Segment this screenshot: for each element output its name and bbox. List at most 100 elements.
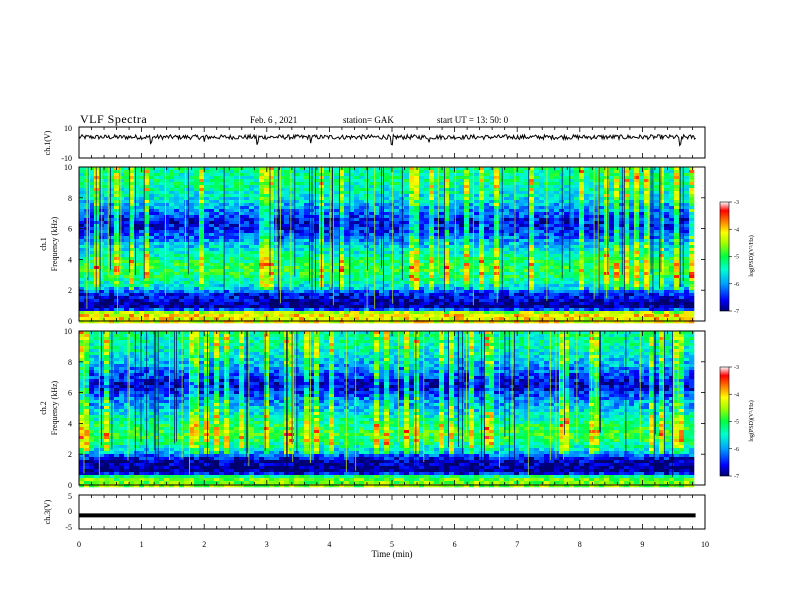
spectrogram-cell [244, 242, 250, 246]
spectrogram-cell [114, 221, 120, 225]
spectrogram-cell [534, 260, 540, 264]
spectrogram-cell [494, 257, 500, 261]
spectrogram-cell [494, 227, 500, 231]
spectrogram-cell [444, 257, 450, 261]
spectrogram-cell [444, 242, 450, 246]
spectrogram-cell [509, 254, 515, 258]
spectrogram-cell [444, 302, 450, 306]
spectrogram-cell [104, 257, 110, 261]
spectrogram-cell [524, 215, 530, 219]
spectrogram-cell [509, 305, 515, 309]
spectrogram-cell [479, 176, 485, 180]
spectrogram-cell [299, 269, 305, 273]
spectrogram-cell [359, 176, 365, 180]
spectrogram-cell [474, 179, 480, 183]
spectrogram-cell [249, 179, 255, 183]
spectrogram-cell [79, 233, 85, 237]
spectrogram-cell [529, 296, 535, 300]
spectrogram-cell [199, 203, 205, 207]
spectrogram-cell [199, 197, 205, 201]
spectrogram-cell [144, 227, 150, 231]
spectrogram-cell [244, 248, 250, 252]
spectrogram-cell [469, 317, 475, 321]
spectrogram-cell [379, 290, 385, 294]
spectrogram-cell [404, 266, 410, 270]
spectrogram-cell [549, 299, 555, 303]
spectrogram-cell [524, 167, 530, 171]
spectrogram-cell [389, 248, 395, 252]
spectrogram-cell [274, 173, 280, 177]
spectrogram-cell [419, 275, 425, 279]
spectrogram-cell [344, 311, 350, 315]
spectrogram-cell [219, 290, 225, 294]
spectrogram-cell [219, 320, 225, 324]
spectrogram-cell [294, 200, 300, 204]
spectrogram-cell [329, 179, 335, 183]
spectrogram-cell [514, 227, 520, 231]
spectrogram-cell [144, 248, 150, 252]
spectrogram-cell [539, 284, 545, 288]
spectrogram-cell [449, 260, 455, 264]
spectrogram-cell [139, 290, 145, 294]
spectrogram-cell [144, 302, 150, 306]
spectrogram-cell [489, 209, 495, 213]
spectrogram-cell [359, 239, 365, 243]
spectrogram-cell [414, 296, 420, 300]
spectrogram-cell [519, 308, 525, 312]
spectrogram-cell [119, 167, 125, 171]
spectrogram-cell [399, 272, 405, 276]
spectrogram-cell [549, 224, 555, 228]
spectrogram-cell [139, 188, 145, 192]
spectrogram-cell [199, 269, 205, 273]
spectrogram-cell [439, 197, 445, 201]
spectrogram-cell [139, 179, 145, 183]
spectrogram-cell [109, 287, 115, 291]
spectrogram-cell [494, 182, 500, 186]
spectrogram-cell [284, 296, 290, 300]
spectrogram-cell [264, 185, 270, 189]
spectrogram-cell [429, 287, 435, 291]
spectrogram-cell [444, 227, 450, 231]
spectrogram-cell [254, 239, 260, 243]
spectrogram-cell [179, 242, 185, 246]
spectrogram-cell [409, 197, 415, 201]
spectrogram-cell [214, 275, 220, 279]
spectrogram-cell [124, 245, 130, 249]
spectrogram-cell [459, 206, 465, 210]
spectrogram-cell [194, 194, 200, 198]
spectrogram-cell [114, 281, 120, 285]
spectrogram-cell [229, 191, 235, 195]
spectrogram-cell [159, 233, 165, 237]
spectrogram-cell [324, 236, 330, 240]
spectrogram-cell [219, 239, 225, 243]
spectrogram-cell [409, 242, 415, 246]
spectrogram-cell [169, 311, 175, 315]
spectrogram-cell [94, 182, 100, 186]
spectrogram-cell [249, 191, 255, 195]
spectrogram-cell [474, 272, 480, 276]
spectrogram-cell [274, 278, 280, 282]
spectrogram-cell [134, 254, 140, 258]
spectrogram-cell [349, 194, 355, 198]
spectrogram-cell [479, 260, 485, 264]
spectrogram-cell [269, 227, 275, 231]
spectrogram-cell [409, 305, 415, 309]
spectrogram-cell [299, 212, 305, 216]
spectrogram-cell [249, 200, 255, 204]
spectrogram-cell [249, 290, 255, 294]
spectrogram-cell [344, 185, 350, 189]
spectrogram-cell [139, 233, 145, 237]
spectrogram-cell [289, 257, 295, 261]
spectrogram-cell [419, 173, 425, 177]
spectrogram-cell [119, 293, 125, 297]
spectrogram-cell [209, 260, 215, 264]
spectrogram-cell [454, 266, 460, 270]
spectrogram-cell [519, 227, 525, 231]
spectrogram-cell [459, 179, 465, 183]
spectrogram-cell [419, 218, 425, 222]
spectrogram-cell [209, 200, 215, 204]
spectrogram-cell [394, 251, 400, 255]
spectrogram-cell [354, 221, 360, 225]
spectrogram-cell [529, 239, 535, 243]
